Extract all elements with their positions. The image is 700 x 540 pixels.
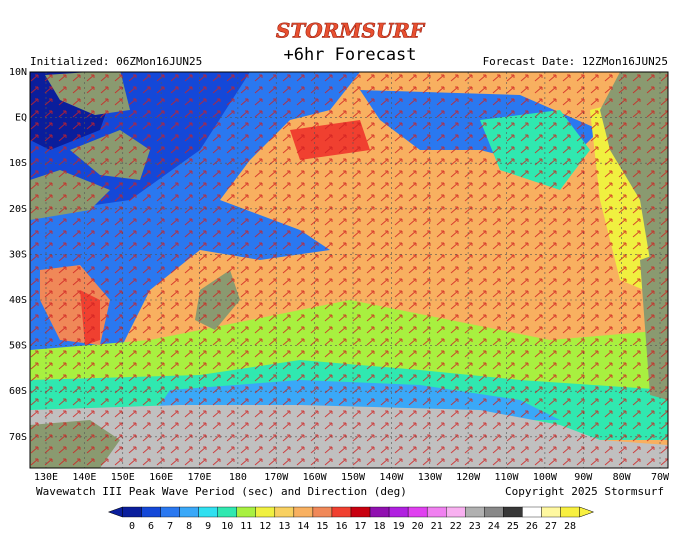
caption: Wavewatch III Peak Wave Period (sec) and… bbox=[36, 485, 407, 498]
legend-swatch bbox=[198, 506, 218, 518]
legend-label: 11 bbox=[240, 521, 252, 532]
lat-label: 40S bbox=[9, 295, 27, 306]
lat-label: 10N bbox=[9, 67, 27, 78]
initialized: Initialized: 06ZMon16JUN25 bbox=[30, 55, 202, 68]
lon-label: 160W bbox=[303, 472, 328, 483]
legend-swatch bbox=[160, 506, 180, 518]
legend-label: 20 bbox=[412, 521, 424, 532]
lon-label: 180 bbox=[229, 472, 247, 483]
legend-label: 19 bbox=[393, 521, 405, 532]
lon-label: 170E bbox=[187, 472, 211, 483]
legend-swatch bbox=[331, 506, 352, 518]
legend-label: 14 bbox=[297, 521, 309, 532]
lon-label: 110W bbox=[494, 472, 519, 483]
legend-swatch bbox=[217, 506, 237, 518]
legend-label: 16 bbox=[335, 521, 347, 532]
legend-swatch bbox=[350, 506, 371, 518]
legend-label: 27 bbox=[545, 521, 557, 532]
legend-label: 12 bbox=[259, 521, 271, 532]
legend-swatch bbox=[122, 506, 142, 518]
legend-label: 8 bbox=[186, 521, 192, 532]
lat-labels: 10N EQ 10S 20S 30S 40S 50S 60S 70S bbox=[9, 67, 27, 443]
legend-label: 18 bbox=[374, 521, 386, 532]
legend-arrow-right bbox=[579, 506, 595, 518]
lon-label: 140W bbox=[379, 472, 404, 483]
copyright: Copyright 2025 Stormsurf bbox=[505, 485, 664, 498]
legend-label: 26 bbox=[526, 521, 538, 532]
map-frame bbox=[29, 71, 669, 469]
lat-label: EQ bbox=[15, 113, 27, 124]
lon-label: 130W bbox=[418, 472, 443, 483]
lon-label: 130E bbox=[34, 472, 58, 483]
legend-swatch bbox=[388, 506, 409, 518]
legend-swatch bbox=[179, 506, 199, 518]
legend-swatch bbox=[141, 506, 161, 518]
legend-label: 22 bbox=[450, 521, 462, 532]
legend-swatch bbox=[426, 506, 447, 518]
legend-label: 15 bbox=[316, 521, 328, 532]
lon-label: 90W bbox=[574, 472, 593, 483]
lat-label: 30S bbox=[9, 249, 27, 260]
forecast-date: Forecast Date: 12ZMon16JUN25 bbox=[483, 55, 668, 68]
lon-labels: 130E 140E 150E 160E 170E 180 170W 160W 150W 140W 1… bbox=[34, 472, 670, 483]
legend-label: 7 bbox=[167, 521, 173, 532]
legend-swatch bbox=[407, 506, 428, 518]
legend-label: 23 bbox=[469, 521, 481, 532]
lat-label: 10S bbox=[9, 158, 27, 169]
logo: STORMSURF bbox=[276, 19, 426, 43]
legend-swatch bbox=[369, 506, 390, 518]
lon-label: 120W bbox=[456, 472, 481, 483]
lon-label: 150W bbox=[341, 472, 366, 483]
legend-swatch bbox=[236, 506, 256, 518]
legend-swatch bbox=[255, 506, 276, 518]
legend-label: 21 bbox=[431, 521, 443, 532]
legend-swatch bbox=[541, 506, 561, 518]
map bbox=[30, 72, 668, 468]
legend-swatch bbox=[465, 506, 485, 518]
legend-swatch bbox=[484, 506, 504, 518]
legend-label: 10 bbox=[221, 521, 233, 532]
lat-label: 20S bbox=[9, 204, 27, 215]
legend: 0 6 7 8 9 10 11 12 13 14 15 16 17 18 19 20 21 22 23 24 25 26 2… bbox=[107, 506, 595, 532]
legend-label: 28 bbox=[564, 521, 576, 532]
legend-label: 17 bbox=[354, 521, 366, 532]
lon-label: 150E bbox=[111, 472, 135, 483]
legend-label: 13 bbox=[278, 521, 290, 532]
legend-label: 24 bbox=[488, 521, 500, 532]
legend-swatch bbox=[503, 506, 523, 518]
lat-label: 50S bbox=[9, 341, 27, 352]
legend-swatch bbox=[312, 506, 333, 518]
legend-arrow-left bbox=[107, 506, 123, 518]
lon-label: 160E bbox=[149, 472, 173, 483]
lon-label: 170W bbox=[264, 472, 289, 483]
legend-swatch bbox=[522, 506, 542, 518]
legend-swatch bbox=[274, 506, 295, 518]
legend-label: 6 bbox=[148, 521, 154, 532]
lon-label: 70W bbox=[651, 472, 670, 483]
legend-swatch bbox=[560, 506, 580, 518]
legend-label: 9 bbox=[205, 521, 211, 532]
legend-label: 25 bbox=[507, 521, 519, 532]
legend-swatch bbox=[293, 506, 314, 518]
legend-label: 0 bbox=[129, 521, 135, 532]
lon-label: 80W bbox=[613, 472, 632, 483]
title: +6hr Forecast bbox=[283, 45, 416, 65]
graticule bbox=[30, 72, 668, 468]
legend-swatch bbox=[446, 506, 466, 518]
lon-label: 140E bbox=[72, 472, 96, 483]
lat-label: 70S bbox=[9, 432, 27, 443]
lat-label: 60S bbox=[9, 386, 27, 397]
lon-label: 100W bbox=[533, 472, 558, 483]
